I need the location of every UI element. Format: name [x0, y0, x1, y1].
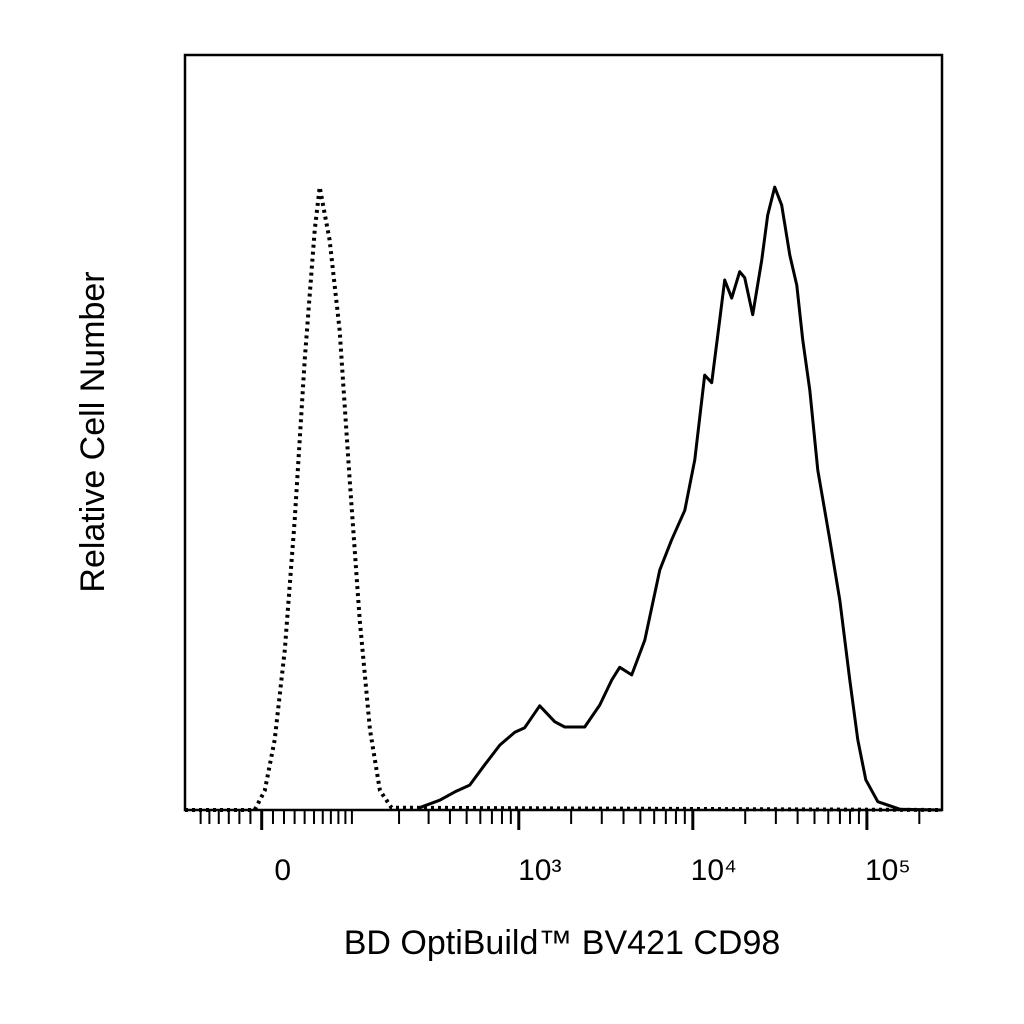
x-tick-label: 10⁴ [691, 854, 737, 887]
stained-histogram [418, 185, 942, 812]
control-histogram [185, 185, 943, 812]
y-axis-label: Relative Cell Number [74, 271, 112, 592]
x-axis-label: BD OptiBuild™ BV421 CD98 [344, 924, 781, 962]
x-tick-label: 10⁵ [865, 854, 911, 887]
x-tick-label: 0 [274, 854, 291, 887]
plot-frame [183, 53, 944, 812]
x-tick-label: 10³ [518, 854, 561, 887]
